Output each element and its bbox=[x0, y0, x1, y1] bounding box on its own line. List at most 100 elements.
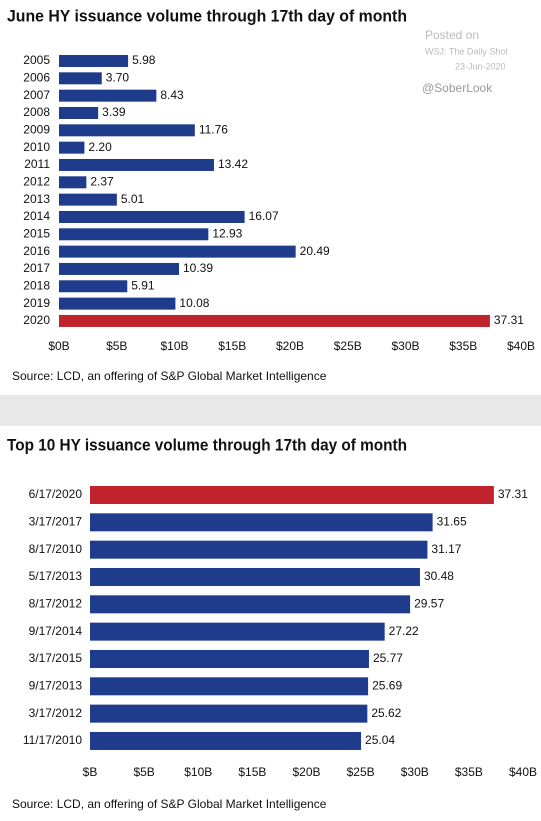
value-label: 10.39 bbox=[183, 261, 213, 275]
bar bbox=[59, 210, 245, 223]
value-label: 25.62 bbox=[371, 706, 401, 720]
value-label: 37.31 bbox=[494, 313, 524, 327]
value-label: 25.04 bbox=[365, 733, 395, 747]
bar bbox=[59, 124, 195, 137]
value-label: 37.31 bbox=[498, 487, 528, 501]
bar bbox=[90, 704, 368, 723]
category-label: 11/17/2010 bbox=[23, 733, 82, 747]
value-label: 27.22 bbox=[389, 624, 419, 638]
source: Source: LCD, an offering of S&P Global M… bbox=[12, 797, 327, 811]
x-tick-label: $15B bbox=[218, 339, 246, 353]
x-tick-label: $10B bbox=[160, 339, 188, 353]
category-label: 9/17/2013 bbox=[29, 678, 83, 692]
bar bbox=[59, 262, 180, 275]
bar bbox=[59, 245, 296, 258]
category-label: 2017 bbox=[23, 261, 50, 275]
x-tick-label: $B bbox=[83, 765, 98, 779]
value-label: 13.42 bbox=[218, 157, 248, 171]
category-label: 8/17/2012 bbox=[29, 596, 83, 610]
category-label: 2011 bbox=[24, 157, 50, 171]
bar bbox=[59, 89, 157, 102]
value-label: 25.69 bbox=[372, 678, 402, 692]
category-label: 2013 bbox=[23, 192, 50, 206]
category-label: 2009 bbox=[23, 122, 50, 136]
value-label: 20.49 bbox=[300, 244, 330, 258]
x-tick-label: $35B bbox=[449, 339, 477, 353]
value-label: 2.37 bbox=[90, 174, 114, 188]
bar bbox=[90, 486, 494, 504]
x-tick-label: $35B bbox=[455, 765, 483, 779]
category-label: 2006 bbox=[23, 71, 50, 85]
category-label: 2015 bbox=[23, 226, 50, 240]
chart-title: Top 10 HY issuance volume through 17th d… bbox=[7, 435, 407, 454]
category-label: 2016 bbox=[23, 244, 50, 258]
value-label: 16.07 bbox=[249, 209, 279, 223]
x-tick-label: $30B bbox=[401, 765, 429, 779]
value-label: 31.65 bbox=[437, 515, 467, 529]
bar bbox=[59, 280, 128, 293]
bar bbox=[90, 595, 411, 614]
category-label: 2020 bbox=[23, 313, 50, 327]
watermark: WSJ: The Daily Shot bbox=[425, 46, 508, 56]
source: Source: LCD, an offering of S&P Global M… bbox=[12, 369, 327, 383]
value-label: 12.93 bbox=[212, 226, 242, 240]
category-label: 2018 bbox=[23, 278, 50, 292]
bar bbox=[59, 141, 85, 154]
category-label: 5/17/2013 bbox=[29, 569, 83, 583]
value-label: 30.48 bbox=[424, 569, 454, 583]
bar bbox=[90, 513, 433, 532]
value-label: 5.98 bbox=[132, 53, 156, 67]
category-label: 2007 bbox=[23, 88, 50, 102]
x-tick-label: $25B bbox=[347, 765, 375, 779]
category-label: 3/17/2017 bbox=[29, 515, 83, 529]
category-label: 8/17/2010 bbox=[29, 542, 83, 556]
category-label: 3/17/2012 bbox=[29, 706, 83, 720]
x-tick-label: $10B bbox=[184, 765, 212, 779]
value-label: 8.43 bbox=[160, 88, 184, 102]
bar bbox=[59, 176, 87, 189]
value-label: 2.20 bbox=[88, 140, 112, 154]
x-tick-label: $5B bbox=[106, 339, 127, 353]
x-tick-label: $15B bbox=[238, 765, 266, 779]
x-tick-label: $40B bbox=[507, 339, 535, 353]
watermark: Posted on bbox=[425, 28, 479, 42]
bar bbox=[59, 297, 176, 310]
value-label: 29.57 bbox=[414, 596, 444, 610]
category-label: 3/17/2015 bbox=[29, 651, 83, 665]
bar bbox=[90, 622, 385, 641]
bar bbox=[59, 55, 129, 67]
watermark: @SoberLook bbox=[422, 81, 493, 95]
bar bbox=[90, 677, 369, 696]
value-label: 3.70 bbox=[106, 71, 130, 85]
bar bbox=[59, 193, 117, 206]
category-label: 2010 bbox=[23, 140, 50, 154]
category-label: 9/17/2014 bbox=[29, 624, 83, 638]
bar bbox=[59, 314, 490, 327]
category-label: 2019 bbox=[23, 296, 50, 310]
x-tick-label: $25B bbox=[334, 339, 362, 353]
category-label: 2008 bbox=[23, 105, 50, 119]
x-tick-label: $40B bbox=[509, 765, 537, 779]
bar bbox=[90, 731, 362, 750]
value-label: 25.77 bbox=[373, 651, 403, 665]
bar bbox=[59, 72, 102, 85]
value-label: 10.08 bbox=[179, 296, 209, 310]
value-label: 3.39 bbox=[102, 105, 126, 119]
x-tick-label: $20B bbox=[292, 765, 320, 779]
watermark: 23-Jun-2020 bbox=[455, 61, 506, 71]
bar bbox=[59, 158, 215, 171]
category-label: 2012 bbox=[23, 174, 50, 188]
value-label: 31.17 bbox=[431, 542, 461, 556]
value-label: 5.01 bbox=[121, 192, 145, 206]
x-tick-label: $0B bbox=[48, 339, 69, 353]
bar bbox=[59, 228, 209, 241]
value-label: 5.91 bbox=[131, 278, 155, 292]
x-tick-label: $5B bbox=[133, 765, 154, 779]
bar bbox=[90, 540, 428, 559]
category-label: 2014 bbox=[23, 209, 50, 223]
bar bbox=[59, 106, 99, 119]
category-label: 6/17/2020 bbox=[29, 487, 83, 501]
bar bbox=[90, 567, 420, 586]
